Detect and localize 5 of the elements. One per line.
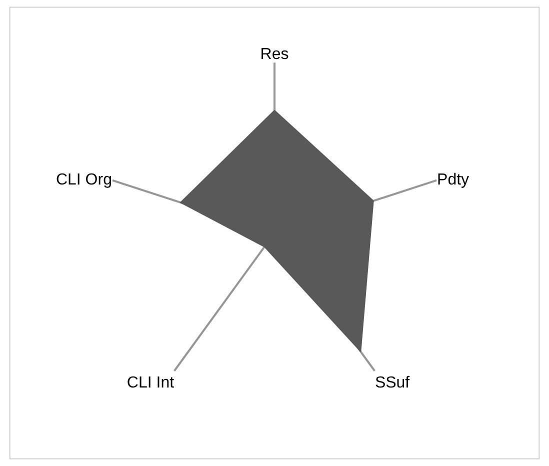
- spoke-label: Pdty: [437, 172, 470, 189]
- spoke-label: Res: [260, 46, 289, 63]
- spoke-label: CLI Org: [56, 172, 112, 189]
- spoke-label: SSuf: [374, 374, 410, 392]
- spoke-label: CLI Int: [126, 374, 175, 392]
